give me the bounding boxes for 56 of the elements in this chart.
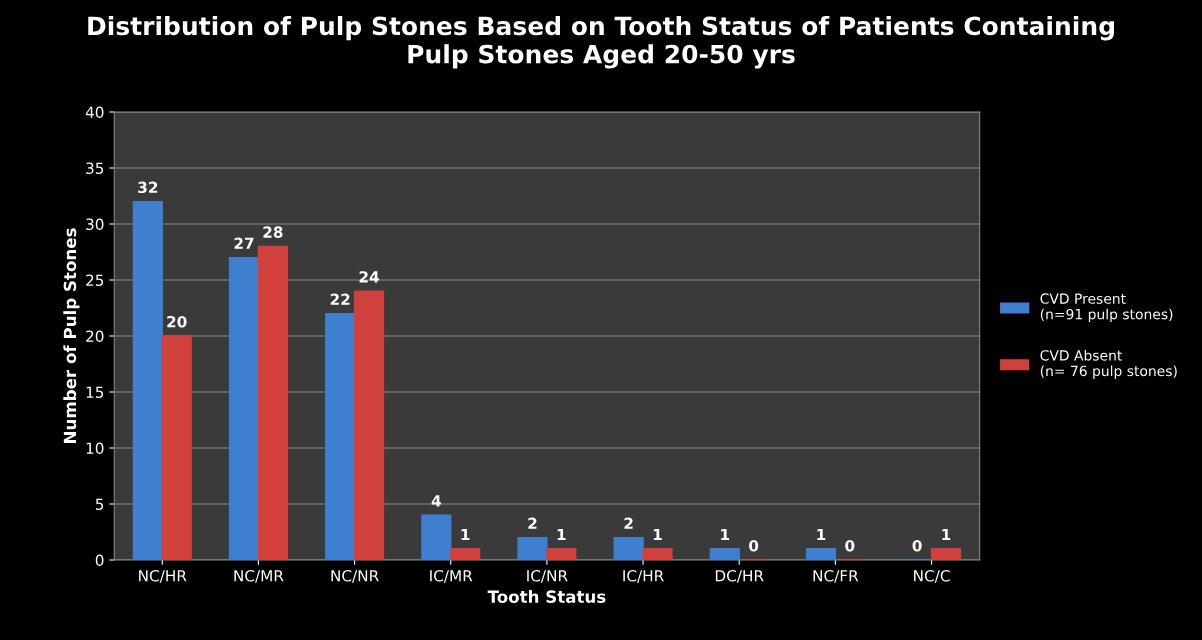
data-label: 2 bbox=[528, 517, 537, 529]
bar bbox=[517, 536, 548, 560]
bar bbox=[161, 335, 192, 560]
y-axis-title: Number of Pulp Stones bbox=[63, 228, 80, 443]
data-label: 0 bbox=[845, 539, 855, 552]
data-label: 0 bbox=[912, 539, 922, 552]
data-label: 1 bbox=[721, 528, 730, 541]
data-label: 20 bbox=[167, 315, 187, 328]
bar bbox=[421, 514, 452, 560]
y-tick-label: 15 bbox=[86, 386, 104, 399]
bar bbox=[132, 200, 163, 560]
data-label: 1 bbox=[942, 528, 951, 541]
data-label: 2 bbox=[624, 517, 633, 529]
x-axis-title: Tooth Status bbox=[487, 590, 606, 603]
bar bbox=[613, 536, 644, 560]
y-tick-label: 10 bbox=[86, 442, 104, 455]
bar bbox=[546, 548, 577, 560]
bar bbox=[805, 548, 837, 560]
bar bbox=[709, 548, 740, 560]
bar bbox=[325, 312, 356, 560]
data-label: 32 bbox=[138, 181, 158, 194]
y-tick-label: 35 bbox=[86, 162, 104, 175]
y-tick-label: 40 bbox=[85, 106, 104, 119]
x-tick-label: NC/NR bbox=[331, 569, 379, 583]
bar bbox=[257, 245, 288, 560]
chart-title: Distribution of Pulp Stones Based on Tooth Status of Patients Containing Pulp Stones Aged 20-50 yrs bbox=[88, 16, 1114, 69]
bar bbox=[228, 256, 260, 560]
x-tick-label: NC/HR bbox=[139, 569, 187, 583]
bar bbox=[353, 290, 385, 560]
legend-label: CVD Absent (n= 76 pulp stones) bbox=[1040, 349, 1177, 379]
data-label: 1 bbox=[557, 528, 566, 541]
data-label: 1 bbox=[461, 528, 470, 541]
x-tick-label: NC/MR bbox=[234, 569, 284, 583]
data-label: 1 bbox=[817, 528, 826, 541]
x-tick-label: NC/FR bbox=[813, 569, 859, 583]
x-tick-label: IC/HR bbox=[623, 569, 664, 583]
data-label: 24 bbox=[359, 271, 379, 283]
y-tick-label: 0 bbox=[95, 554, 104, 567]
data-label: 28 bbox=[263, 226, 283, 238]
data-label: 4 bbox=[431, 495, 441, 507]
legend-label: CVD Present (n=91 pulp stones) bbox=[1040, 293, 1173, 323]
bar bbox=[642, 548, 673, 560]
bar bbox=[450, 548, 481, 560]
y-tick-label: 25 bbox=[86, 274, 104, 287]
data-label: 0 bbox=[749, 539, 759, 552]
x-tick-label: NC/C bbox=[914, 569, 950, 583]
data-label: 1 bbox=[653, 528, 662, 541]
x-tick-label: DC/HR bbox=[715, 569, 764, 583]
data-label: 27 bbox=[234, 237, 254, 249]
y-tick-label: 20 bbox=[86, 330, 104, 343]
y-tick-label: 30 bbox=[86, 218, 104, 231]
x-tick-label: IC/NR bbox=[527, 569, 568, 583]
data-label: 22 bbox=[330, 293, 350, 305]
y-tick-label: 5 bbox=[95, 498, 104, 511]
x-tick-label: IC/MR bbox=[430, 569, 473, 583]
bar bbox=[930, 548, 962, 560]
